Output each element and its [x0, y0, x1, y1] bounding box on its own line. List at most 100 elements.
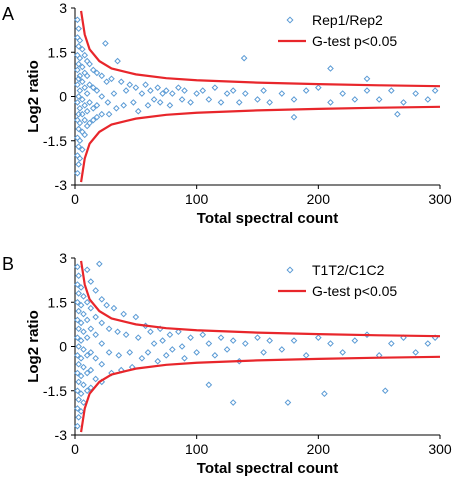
data-point-a [130, 99, 137, 106]
data-point-b [92, 331, 99, 339]
data-point-b [193, 349, 200, 356]
data-point-a [117, 78, 125, 86]
data-point-b [126, 349, 134, 356]
y-tick-label-b: 3 [59, 250, 67, 266]
data-point-b [98, 295, 106, 303]
data-point-a [363, 87, 371, 94]
data-point-b [80, 399, 87, 406]
data-point-a [98, 93, 106, 100]
data-point-a [156, 99, 164, 106]
data-point-a [93, 113, 101, 121]
data-point-a [166, 102, 174, 109]
data-point-b [74, 405, 81, 412]
data-point-b [122, 331, 130, 339]
data-point-b [147, 328, 154, 336]
data-point-b [77, 301, 85, 309]
data-point-b [96, 260, 103, 268]
data-point-a [154, 84, 162, 91]
y-tick-label-a: 3 [59, 0, 67, 16]
data-point-a [150, 96, 158, 103]
data-point-b [98, 360, 106, 368]
data-point-a [78, 78, 86, 86]
y-axis-label-a: Log2 ratio [25, 60, 42, 133]
panel-label-b: B [2, 254, 14, 274]
y-tick-label-a: 0 [59, 89, 67, 105]
data-point-a [75, 161, 82, 168]
data-point-a [113, 104, 120, 112]
data-point-a [122, 87, 130, 94]
data-point-b [75, 325, 82, 333]
data-point-a [78, 96, 86, 103]
data-point-b [83, 334, 91, 341]
x-tick-label-b: 0 [71, 441, 79, 457]
data-point-a [327, 99, 334, 106]
data-point-a [363, 75, 371, 83]
data-point-a [162, 87, 170, 94]
data-point-b [75, 307, 82, 315]
x-tick-label-a: 0 [71, 191, 79, 207]
data-point-b [181, 354, 188, 362]
data-point-b [175, 328, 182, 336]
legend-label-line-b: G-test p<0.05 [312, 283, 397, 299]
data-point-a [290, 96, 298, 103]
data-point-b [77, 390, 85, 398]
data-point-b [154, 357, 162, 365]
data-point-a [78, 110, 86, 118]
data-point-a [83, 72, 91, 80]
data-point-a [351, 96, 359, 103]
data-point-b [74, 263, 81, 271]
data-point-a [98, 72, 106, 80]
data-point-a [81, 102, 89, 109]
data-point-a [74, 169, 81, 177]
data-point-a [229, 87, 237, 94]
data-point-b [169, 346, 176, 353]
data-point-a [223, 90, 231, 97]
x-tick-label-b: 100 [185, 441, 209, 457]
data-point-b [75, 343, 82, 350]
data-point-b [74, 422, 81, 430]
data-point-a [181, 87, 188, 94]
data-point-b [187, 334, 194, 341]
threshold-curve-lower-b [79, 355, 441, 433]
data-point-a [76, 104, 84, 112]
data-point-b [92, 313, 99, 321]
data-point-a [138, 90, 146, 97]
data-point-a [74, 99, 81, 106]
data-point-a [76, 54, 84, 62]
data-point-b [115, 352, 123, 359]
y-tick-label-a: -1.5 [43, 133, 67, 149]
data-point-a [83, 107, 91, 115]
data-point-a [75, 60, 82, 68]
data-point-a [193, 90, 200, 97]
data-point-a [375, 96, 383, 103]
data-point-a [74, 66, 81, 74]
data-point-b [83, 387, 91, 395]
data-point-a [108, 75, 115, 83]
data-point-a [75, 43, 82, 50]
data-point-a [83, 122, 91, 130]
data-point-a [240, 54, 248, 62]
data-point-b [87, 366, 95, 374]
data-point-a [78, 45, 86, 53]
data-point-a [74, 34, 81, 41]
legend-marker-points-b [286, 266, 294, 274]
data-point-b [87, 384, 95, 392]
data-point-a [199, 87, 207, 94]
data-point-b [77, 337, 85, 344]
data-point-a [74, 81, 81, 89]
data-point-a [81, 51, 89, 59]
data-point-b [205, 340, 213, 347]
data-point-a [86, 119, 93, 127]
data-point-a [424, 96, 432, 103]
data-point-a [89, 66, 97, 74]
data-point-a [76, 37, 84, 44]
data-point-b [211, 352, 219, 359]
data-point-a [76, 87, 84, 94]
data-point-b [144, 349, 152, 356]
data-point-b [150, 340, 158, 347]
data-point-a [98, 110, 106, 118]
data-point-a [102, 40, 109, 47]
data-point-b [75, 413, 82, 421]
data-point-b [363, 331, 371, 339]
data-point-b [132, 313, 140, 321]
